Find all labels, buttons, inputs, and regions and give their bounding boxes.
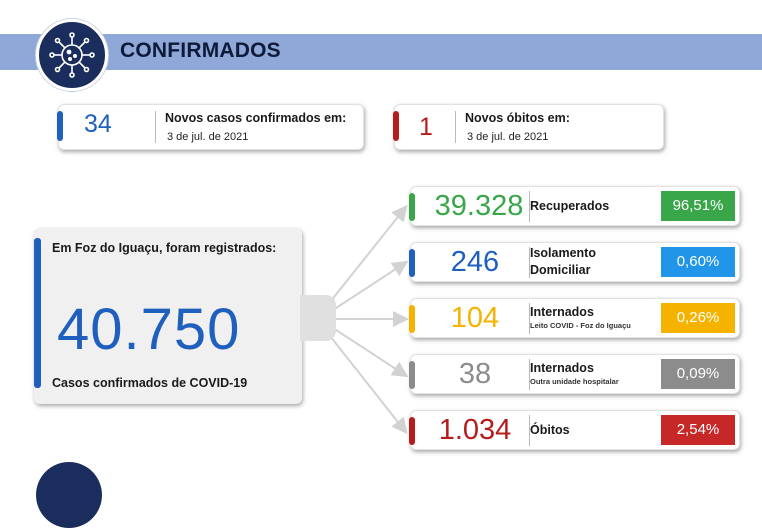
stat-label: Óbitos [530, 423, 570, 437]
stat-value: 104 [450, 302, 500, 334]
stat-card: 1.034 Óbitos 2,54% [409, 410, 740, 450]
total-cases-card: Em Foz do Iguaçu, foram registrados: 40.… [34, 228, 302, 404]
stat-accent [409, 249, 415, 277]
connector-arrows [329, 204, 409, 435]
new-deaths-divider [455, 111, 456, 143]
stat-sublabel: Outra unidade hospitalar [530, 377, 619, 386]
stat-label-line1: Isolamento [530, 246, 596, 260]
stat-percent-badge: 2,54% [661, 415, 735, 445]
stat-label: Recuperados [530, 199, 610, 213]
stat-percent-badge: 0,09% [661, 359, 735, 389]
stat-row-recuperados: 39.328 Recuperados 96,51% [409, 186, 740, 226]
stat-accent [409, 193, 415, 221]
new-deaths-accent [393, 111, 399, 141]
header-banner [0, 34, 762, 70]
stat-value: 38 [458, 358, 492, 390]
new-cases-value: 34 [84, 110, 112, 138]
new-deaths-card: 1 Novos óbitos em: 3 de jul. de 2021 [393, 104, 664, 150]
stat-card: 38 Internados Outra unidade hospitalar 0… [409, 354, 740, 394]
stat-label-line2: Domiciliar [530, 263, 591, 277]
stat-divider [529, 359, 530, 390]
stat-percent-badge: 96,51% [661, 191, 735, 221]
stat-card: 39.328 Recuperados 96,51% [409, 186, 740, 226]
stat-value: 39.328 [434, 190, 524, 222]
stat-label: Internados [530, 305, 594, 319]
new-deaths-label: Novos óbitos em: [465, 111, 570, 125]
stat-row-isolamento: 246 Isolamento Domiciliar 0,60% [409, 242, 740, 282]
stat-divider [529, 191, 530, 222]
virus-icon [36, 19, 108, 91]
stat-divider [529, 247, 530, 278]
total-cases-accent [34, 238, 41, 388]
new-deaths-date: 3 de jul. de 2021 [467, 131, 549, 143]
stat-divider [529, 303, 530, 334]
total-cases-value: 40.750 [57, 297, 241, 362]
stat-value: 1.034 [438, 414, 512, 446]
stat-percent-badge: 0,60% [661, 247, 735, 277]
stat-row-internados-outra: 38 Internados Outra unidade hospitalar 0… [409, 354, 740, 394]
stat-label: Internados [530, 361, 594, 375]
connector-tab [300, 295, 336, 341]
new-cases-date: 3 de jul. de 2021 [167, 131, 249, 143]
stat-accent [409, 417, 415, 445]
stat-divider [529, 415, 530, 446]
total-cases-caption: Casos confirmados de COVID-19 [52, 376, 248, 390]
stat-percent-badge: 0,26% [661, 303, 735, 333]
stat-accent [409, 361, 415, 389]
stat-sublabel: Leito COVID - Foz do Iguaçu [530, 321, 631, 330]
new-cases-card: 34 Novos casos confirmados em: 3 de jul.… [57, 104, 364, 150]
stat-card: 104 Internados Leito COVID - Foz do Igua… [409, 298, 740, 338]
next-section-badge [36, 462, 102, 528]
stat-value: 246 [450, 246, 500, 278]
page-title: CONFIRMADOS [120, 39, 281, 62]
new-cases-accent [57, 111, 63, 141]
stat-row-internados-foz: 104 Internados Leito COVID - Foz do Igua… [409, 298, 740, 338]
total-cases-heading: Em Foz do Iguaçu, foram registrados: [52, 241, 277, 255]
stat-accent [409, 305, 415, 333]
stat-row-obitos: 1.034 Óbitos 2,54% [409, 410, 740, 450]
new-cases-label: Novos casos confirmados em: [165, 111, 347, 125]
new-cases-divider [155, 111, 156, 143]
stat-card: 246 Isolamento Domiciliar 0,60% [409, 242, 740, 282]
new-deaths-value: 1 [419, 113, 433, 141]
